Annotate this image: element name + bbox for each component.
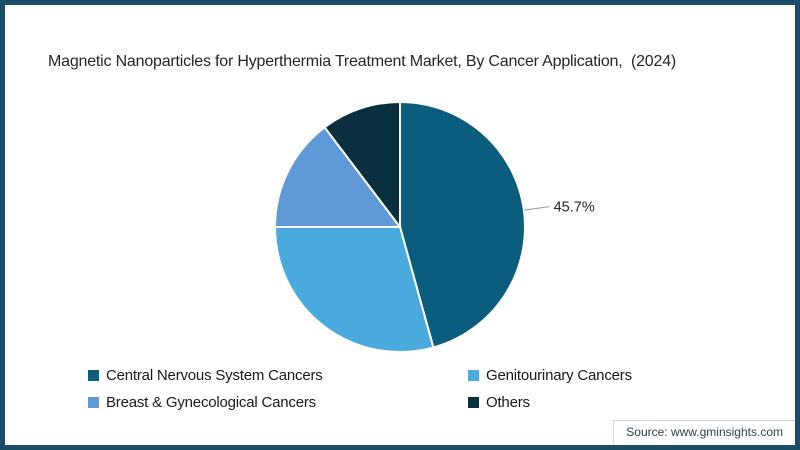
legend-item-genitourinary-cancers: Genitourinary Cancers <box>468 367 632 384</box>
legend-item-others: Others <box>468 394 632 411</box>
pie-slice <box>274 126 401 228</box>
legend-label: Others <box>486 394 530 411</box>
legend-item-breast-gynecological-cancers: Breast & Gynecological Cancers <box>88 394 468 411</box>
legend-swatch-icon <box>88 370 99 381</box>
pie-chart: 45.7% <box>274 101 595 353</box>
legend-label: Genitourinary Cancers <box>486 367 632 384</box>
legend-label: Breast & Gynecological Cancers <box>106 394 316 411</box>
source-text: Source: www.gminsights.com <box>626 425 783 439</box>
legend-swatch-icon <box>88 397 99 408</box>
chart-title: Magnetic Nanoparticles for Hyperthermia … <box>48 53 677 70</box>
pie-slice <box>399 101 526 349</box>
pie-slice <box>274 226 435 353</box>
legend-label: Central Nervous System Cancers <box>106 367 323 384</box>
leader-line <box>523 206 550 211</box>
legend-item-central-nervous-system-cancers: Central Nervous System Cancers <box>88 367 468 384</box>
legend-swatch-icon <box>468 397 479 408</box>
legend: Central Nervous System Cancers Genitouri… <box>88 367 632 411</box>
legend-swatch-icon <box>468 370 479 381</box>
pie-slice <box>323 101 401 228</box>
data-label: 45.7% <box>554 200 595 216</box>
source-attribution: Source: www.gminsights.com <box>613 420 795 445</box>
